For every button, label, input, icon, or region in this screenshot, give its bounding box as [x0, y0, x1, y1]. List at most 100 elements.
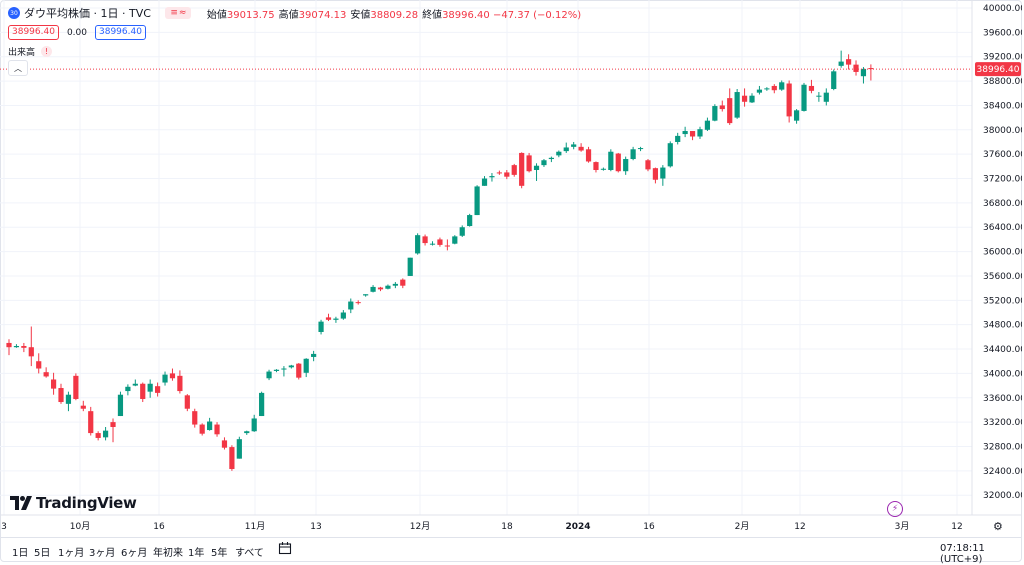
- candle-body: [719, 105, 725, 110]
- time-tick-label: 3: [1, 522, 7, 532]
- candle: [808, 79, 815, 94]
- candle: [325, 313, 332, 322]
- range-button[interactable]: 1年: [188, 548, 205, 559]
- candle: [697, 126, 703, 139]
- price-tick-label: 35600.00: [983, 272, 1022, 282]
- volume-indicator[interactable]: 出来高 !: [8, 45, 53, 58]
- candle-body: [363, 294, 369, 296]
- compare-icon[interactable]: ≡ ≈: [164, 7, 191, 19]
- time-tick-label: 11月: [245, 521, 265, 532]
- candle-body: [578, 146, 584, 151]
- candle-body: [615, 153, 621, 172]
- candle: [615, 152, 621, 173]
- range-button[interactable]: 1日: [12, 548, 29, 559]
- range-button[interactable]: 6ヶ月: [121, 548, 148, 559]
- candle-body: [704, 120, 711, 130]
- candle: [600, 167, 606, 171]
- bottom-toolbar: 1日 5日 1ヶ月 3ヶ月 6ヶ月 年初来 1年 5年 すべて: [0, 537, 1022, 562]
- trade-prices: 38996.40 0.00 38996.40: [8, 25, 146, 40]
- symbol-title[interactable]: ダウ平均株価 · 1日 · TVC: [24, 7, 151, 20]
- candle-body: [244, 431, 250, 434]
- candle: [273, 369, 280, 373]
- candle: [251, 414, 257, 432]
- candle-body: [474, 186, 480, 216]
- candle: [236, 436, 242, 459]
- range-button[interactable]: 5日: [34, 548, 51, 559]
- candle-body: [13, 345, 20, 348]
- candle-body: [593, 162, 599, 170]
- candle-body: [734, 92, 740, 118]
- candle: [333, 316, 339, 323]
- clock-display[interactable]: 07:18:11 (UTC+9): [940, 543, 985, 565]
- date-range-icon[interactable]: [278, 541, 292, 555]
- range-button[interactable]: 年初来: [153, 548, 183, 559]
- last-price-badge: [975, 62, 1021, 77]
- candle-body: [860, 68, 867, 77]
- candle: [719, 100, 725, 112]
- candle: [764, 87, 770, 91]
- ohlc-value: 39013.75: [226, 9, 275, 21]
- candle-body: [400, 279, 406, 286]
- candle-body: [571, 144, 577, 147]
- candle: [400, 278, 406, 289]
- warning-icon[interactable]: !: [41, 46, 53, 57]
- sell-price-button[interactable]: 38996.40: [8, 25, 59, 40]
- buy-price-button[interactable]: 38996.40: [95, 25, 146, 40]
- candle: [816, 92, 822, 102]
- time-axis: 3 10月 16 11月 13 12月 18 2024 16 2月 12 3月 12: [0, 514, 1022, 532]
- candle-body: [125, 386, 131, 392]
- tradingview-logo[interactable]: TradingView: [10, 494, 137, 512]
- candle-body: [73, 375, 79, 399]
- range-button[interactable]: 5年: [211, 548, 228, 559]
- candle: [853, 60, 859, 76]
- candle-body: [801, 84, 807, 111]
- candle-body: [645, 160, 651, 170]
- candle: [793, 109, 800, 124]
- price-chart[interactable]: 38996.40 40000.00 39600.00 39200.00 38800.0…: [0, 0, 1022, 537]
- lightning-icon[interactable]: ⚡: [887, 501, 903, 517]
- candle-body: [749, 95, 755, 103]
- candle-body: [140, 383, 146, 399]
- price-tick-label: 40000.00: [983, 4, 1022, 14]
- ohlc-value: 38996.40 −47.37 (−0.12%): [442, 9, 582, 21]
- candle: [95, 431, 101, 441]
- candle: [727, 88, 733, 125]
- candle: [467, 213, 473, 227]
- candle-body: [489, 176, 495, 178]
- candle-body: [667, 143, 673, 167]
- candle-body: [682, 131, 688, 135]
- candle-body: [845, 59, 852, 65]
- candle-body: [266, 371, 272, 379]
- candle: [407, 257, 413, 276]
- candle-body: [608, 151, 614, 170]
- candle: [786, 80, 792, 123]
- candle-body: [407, 257, 413, 276]
- candle: [689, 131, 696, 141]
- candle-body: [251, 418, 257, 432]
- settings-gear-icon[interactable]: ⚙: [993, 520, 1003, 533]
- candle: [474, 185, 480, 216]
- range-button[interactable]: 1ヶ月: [58, 548, 85, 559]
- price-tick-label: 36000.00: [983, 248, 1022, 258]
- candle: [682, 126, 688, 138]
- candle-body: [727, 98, 733, 124]
- candle-body: [600, 168, 606, 170]
- candle-body: [377, 287, 384, 290]
- candle-body: [504, 172, 510, 177]
- candle-body: [741, 95, 748, 102]
- range-button[interactable]: 3ヶ月: [89, 548, 116, 559]
- candle: [756, 85, 763, 95]
- range-button[interactable]: すべて: [235, 548, 264, 559]
- candle: [296, 363, 302, 380]
- candle-body: [392, 283, 398, 286]
- candle: [860, 67, 867, 84]
- collapse-legend-button[interactable]: ︿: [8, 60, 28, 76]
- ohlc-label: 高値: [278, 9, 299, 21]
- candle: [355, 300, 361, 305]
- candle: [496, 170, 502, 175]
- price-tick-label: 35200.00: [983, 296, 1022, 306]
- last-price-label: 38996.40: [977, 65, 1020, 75]
- candle: [571, 141, 577, 150]
- candle: [207, 417, 213, 431]
- candle-body: [660, 167, 666, 179]
